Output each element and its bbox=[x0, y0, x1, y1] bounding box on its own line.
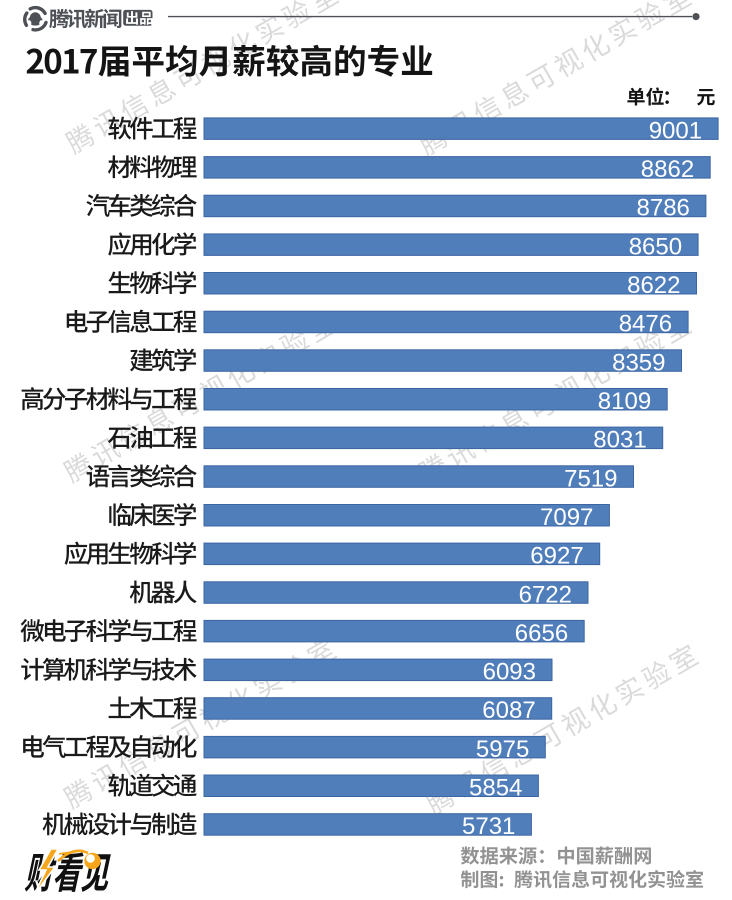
svg-text:8622: 8622 bbox=[627, 272, 680, 299]
svg-text:8862: 8862 bbox=[641, 156, 694, 183]
svg-text:8031: 8031 bbox=[593, 427, 646, 454]
svg-text:9001: 9001 bbox=[649, 117, 702, 144]
svg-text:7097: 7097 bbox=[540, 504, 593, 531]
svg-text:7519: 7519 bbox=[564, 465, 617, 492]
svg-text:6927: 6927 bbox=[530, 543, 583, 570]
svg-text:5854: 5854 bbox=[469, 775, 522, 802]
svg-text:6722: 6722 bbox=[519, 581, 572, 608]
svg-text:8109: 8109 bbox=[598, 388, 651, 415]
svg-text:8786: 8786 bbox=[637, 195, 690, 222]
svg-text:6656: 6656 bbox=[515, 620, 568, 647]
svg-text:8476: 8476 bbox=[619, 311, 672, 338]
svg-text:5731: 5731 bbox=[462, 813, 515, 840]
svg-text:8359: 8359 bbox=[612, 349, 665, 376]
svg-text:5975: 5975 bbox=[476, 736, 529, 763]
svg-text:6087: 6087 bbox=[482, 697, 535, 724]
svg-text:6093: 6093 bbox=[483, 659, 536, 686]
svg-text:8650: 8650 bbox=[629, 233, 682, 260]
